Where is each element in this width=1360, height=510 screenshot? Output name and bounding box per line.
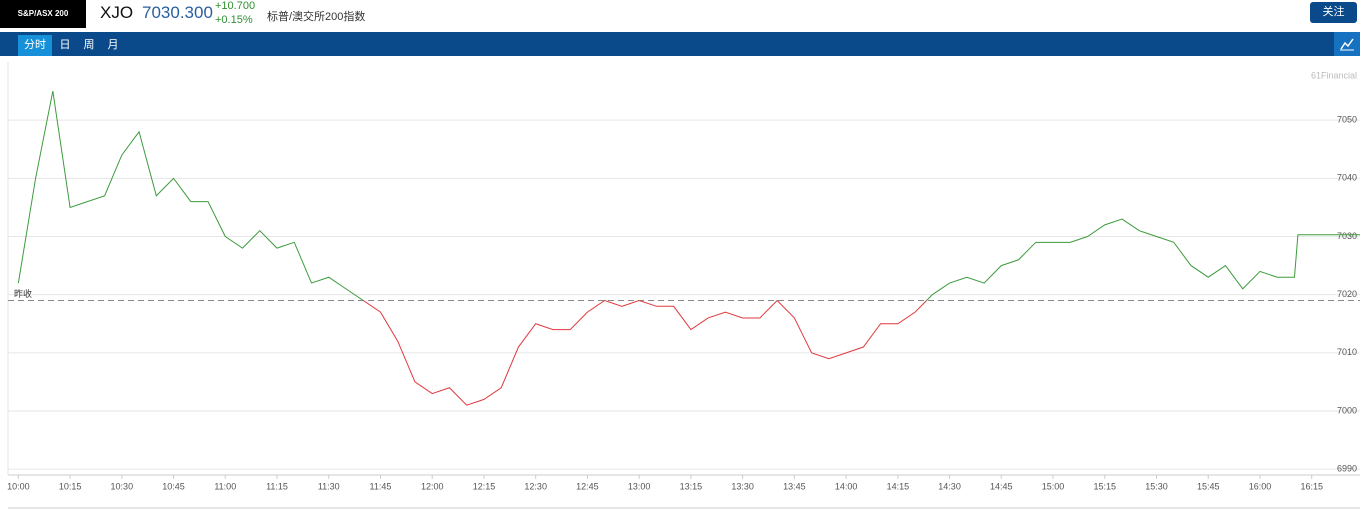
x-tick-label: 13:30 <box>731 481 754 491</box>
y-tick-label: 7030 <box>1337 231 1357 241</box>
price-line <box>17 90 1360 301</box>
follow-button[interactable]: 关注 <box>1310 2 1357 23</box>
x-tick-label: 13:00 <box>628 481 651 491</box>
watermark: 61Financial <box>1311 70 1357 80</box>
price-line <box>362 300 928 406</box>
x-tick-label: 14:00 <box>835 481 858 491</box>
y-tick-label: 6990 <box>1337 464 1357 474</box>
header: S&P/ASX 200 XJO 7030.300 +10.700 +0.15% … <box>0 0 1360 31</box>
x-tick-label: 16:15 <box>1300 481 1323 491</box>
x-tick-label: 10:00 <box>7 481 30 491</box>
chart-icon[interactable] <box>1334 32 1360 56</box>
x-tick-label: 11:00 <box>214 481 236 491</box>
badge: S&P/ASX 200 <box>0 0 86 28</box>
x-tick-label: 12:45 <box>576 481 599 491</box>
x-tick-label: 11:30 <box>318 481 340 491</box>
x-tick-label: 11:45 <box>370 481 392 491</box>
tab[interactable]: 月 <box>107 39 119 51</box>
change: +10.700 <box>215 0 256 12</box>
x-tick-label: 13:45 <box>783 481 806 491</box>
tab[interactable]: 日 <box>59 39 71 51</box>
nav-bar: 分时 日 周 月 <box>0 32 1360 56</box>
x-tick-label: 13:15 <box>680 481 703 491</box>
x-tick-label: 14:45 <box>990 481 1013 491</box>
x-tick-label: 10:45 <box>162 481 185 491</box>
y-tick-label: 7000 <box>1337 405 1357 415</box>
x-tick-label: 10:30 <box>111 481 134 491</box>
x-tick-label: 10:15 <box>59 481 82 491</box>
x-tick-label: 12:00 <box>421 481 444 491</box>
x-tick-label: 14:15 <box>887 481 910 491</box>
x-tick-label: 15:00 <box>1042 481 1065 491</box>
x-tick-label: 15:30 <box>1145 481 1168 491</box>
baseline-label: 昨收 <box>14 288 32 299</box>
symbol: XJO <box>100 3 134 22</box>
index-name: 标普/澳交所200指数 <box>267 11 366 23</box>
tab[interactable]: 周 <box>83 39 95 51</box>
x-tick-label: 15:15 <box>1094 481 1117 491</box>
y-tick-label: 7020 <box>1337 289 1357 299</box>
x-tick-label: 16:00 <box>1249 481 1272 491</box>
change-pct: +0.15% <box>215 14 253 26</box>
x-tick-label: 12:15 <box>473 481 496 491</box>
y-tick-label: 7010 <box>1337 347 1357 357</box>
x-tick-label: 11:15 <box>266 481 288 491</box>
x-tick-label: 14:30 <box>938 481 961 491</box>
x-tick-label: 15:45 <box>1197 481 1220 491</box>
tab[interactable]: 分时 <box>18 35 52 56</box>
price: 7030.300 <box>142 3 213 22</box>
y-tick-label: 7040 <box>1337 173 1357 183</box>
x-tick-label: 12:30 <box>524 481 547 491</box>
y-tick-label: 7050 <box>1337 115 1357 125</box>
